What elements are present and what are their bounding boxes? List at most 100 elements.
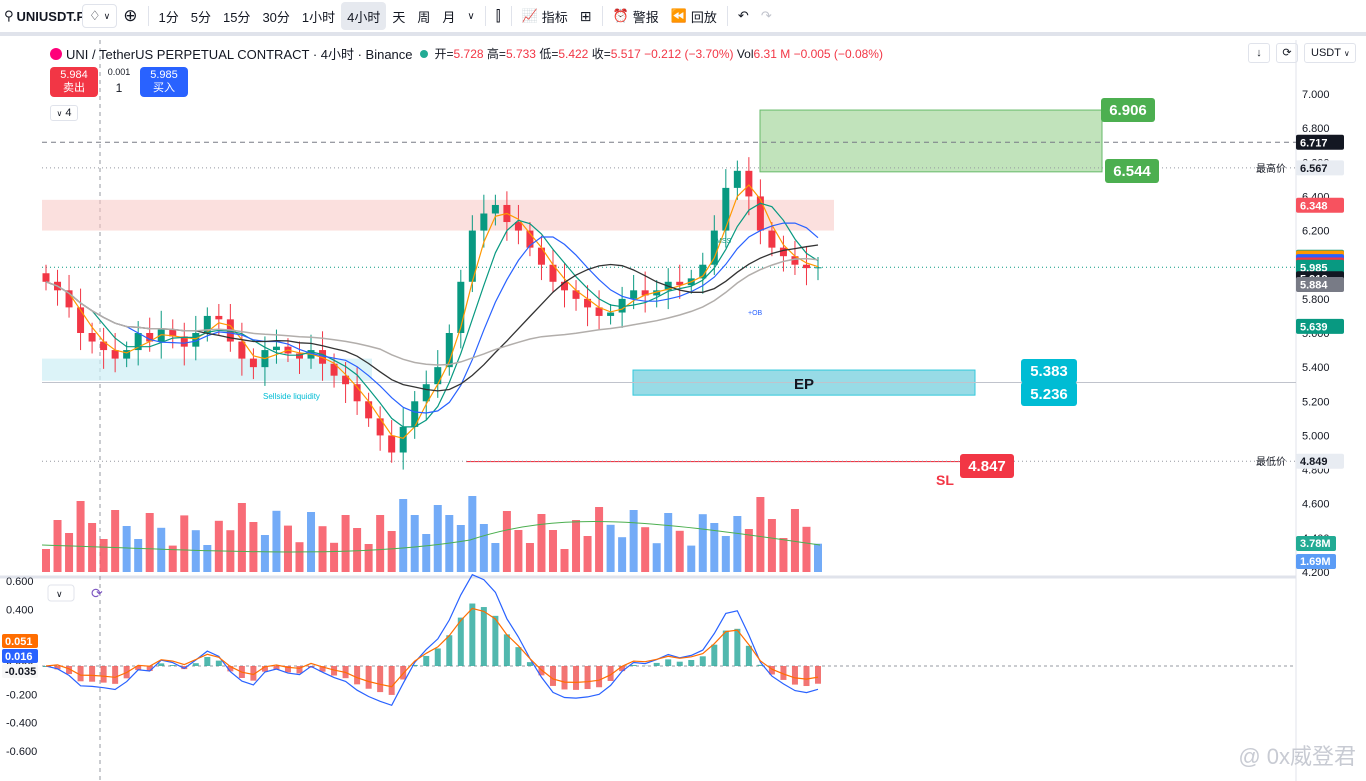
chevron-down-icon: ∨: [56, 109, 63, 118]
candle-body: [353, 384, 361, 402]
interval-tab-6[interactable]: 天: [392, 9, 406, 25]
price-tick-label: 6.800: [1302, 123, 1330, 135]
ep-high-label: 5.383: [1030, 363, 1068, 380]
volume-bar: [525, 543, 534, 572]
buy-button[interactable]: 5.985 买入: [140, 67, 188, 97]
grid-icon: ⊞: [579, 7, 592, 24]
volume-bar: [237, 503, 246, 572]
ep-label: EP: [794, 376, 814, 393]
interval-tab-8[interactable]: 月: [442, 9, 456, 25]
macd-hist-bar: [745, 645, 752, 666]
download-button[interactable]: ↓: [1248, 43, 1270, 63]
macd-hist-bar: [526, 662, 533, 666]
macd-label-bg: [2, 664, 38, 678]
watermark: @ 0x威登君: [1238, 739, 1356, 771]
interval-tab-2[interactable]: 15分: [222, 9, 251, 25]
currency-select[interactable]: USDT ∨: [1304, 43, 1356, 63]
macd-hist-bar: [630, 664, 637, 666]
legend-ohlc: 开=5.728 高=5.733 低=5.422 收=5.517 −0.212 (…: [435, 45, 883, 62]
candle-body: [641, 290, 649, 296]
candle-body: [595, 307, 603, 316]
undo-button[interactable]: ↶: [732, 2, 755, 30]
volume-bar: [641, 527, 650, 572]
alert-button[interactable]: ⏰ 警报: [607, 2, 665, 30]
interval-tab-7[interactable]: 周: [417, 9, 431, 25]
candle-body: [388, 435, 396, 453]
macd-hist-bar: [100, 666, 107, 683]
sl-price-label: 4.847: [968, 458, 1006, 475]
candle-body: [376, 418, 384, 436]
sl-price-label-bg: [960, 454, 1014, 478]
interval-tab-5[interactable]: 4小时: [341, 2, 387, 30]
macd-hist-bar: [469, 603, 476, 666]
candle-body: [134, 333, 142, 351]
volume-bar: [698, 514, 707, 572]
macd-tick-label: 0.600: [6, 576, 34, 588]
candle-body: [100, 341, 108, 351]
mss-label: MSS: [716, 238, 732, 245]
price-label-bg: [1296, 318, 1344, 334]
volume-bar: [318, 526, 327, 572]
ma-line-mid: [45, 202, 819, 428]
macd-hist-bar: [757, 664, 764, 666]
volume-bar: [191, 530, 200, 572]
layouts-button[interactable]: ⊞: [574, 2, 598, 30]
quantity-field[interactable]: 0.001 1: [102, 67, 136, 95]
supply-zone: [42, 199, 834, 231]
interval-dropdown[interactable]: ∨: [461, 2, 480, 30]
price-axis-label: 6.567 最高价: [1256, 160, 1344, 176]
volume-bar: [779, 538, 788, 572]
volume-bar: [42, 549, 50, 572]
indicators-button[interactable]: 📈 指标: [516, 2, 574, 30]
symbol-search[interactable]: ⚲ UNIUSDT.P: [0, 2, 82, 30]
compare-dropdown[interactable]: ♢ ∨: [82, 4, 118, 28]
volume-bar: [422, 534, 431, 572]
candle-body: [295, 353, 303, 359]
refresh-button[interactable]: ⟳: [1276, 43, 1298, 63]
volume-bar: [65, 533, 74, 572]
sell-button[interactable]: 5.984 卖出: [50, 67, 98, 97]
candle-body: [42, 273, 50, 282]
interval-tab-3[interactable]: 30分: [262, 9, 290, 25]
candle-body: [365, 401, 373, 419]
macd-hist-bar: [377, 666, 384, 693]
replay-button[interactable]: ⏪ 回放: [665, 2, 723, 30]
price-tick-label: 5.200: [1302, 396, 1330, 408]
price-tick-label: 5.000: [1302, 430, 1330, 442]
macd-hist-bar: [227, 666, 234, 672]
macd-axis-label: 0.016: [5, 651, 33, 663]
interval-tab-1[interactable]: 5分: [190, 9, 211, 25]
indicators-collapse-button[interactable]: ∨ 4: [50, 105, 78, 121]
sl-label: SL: [936, 472, 954, 488]
chart-canvas[interactable]: 7.0006.8006.6006.4006.2006.0005.8005.600…: [0, 40, 1366, 781]
macd-hist-bar: [89, 666, 96, 682]
candle-body: [111, 350, 119, 359]
candle-body: [169, 329, 177, 337]
chart-type-button[interactable]: ⫿: [490, 2, 507, 30]
price-label-bg: [1296, 160, 1344, 176]
currency-label: USDT: [1311, 47, 1341, 59]
price-axis-label: 4.849 最低价: [1256, 453, 1344, 469]
candle-body: [330, 363, 338, 376]
trade-panel: 5.984 卖出 0.001 1 5.985 买入: [50, 67, 188, 97]
macd-hist-bar: [503, 634, 510, 666]
chevron-down-icon: ∨: [467, 10, 475, 22]
macd-hist-bar: [434, 648, 441, 666]
interval-tab-4[interactable]: 1小时: [301, 9, 336, 25]
volume-bar: [88, 523, 97, 572]
interval-tab-0[interactable]: 1分: [158, 9, 179, 25]
macd-hist-bar: [596, 666, 603, 688]
macd-hist-bar: [561, 666, 568, 690]
candle-body: [491, 204, 499, 214]
candle-body: [768, 230, 776, 248]
candle-body: [238, 341, 246, 359]
volume-bar: [249, 522, 258, 572]
volume-bar: [99, 539, 108, 572]
candle-body: [779, 247, 787, 257]
high-value: 5.733: [505, 47, 536, 61]
redo-button[interactable]: ↷: [755, 2, 778, 30]
price-tick-label: 5.800: [1302, 294, 1330, 306]
volume-bar: [145, 513, 154, 572]
sell-label: 卖出: [63, 82, 85, 94]
add-symbol-button[interactable]: ⊕: [117, 2, 143, 30]
